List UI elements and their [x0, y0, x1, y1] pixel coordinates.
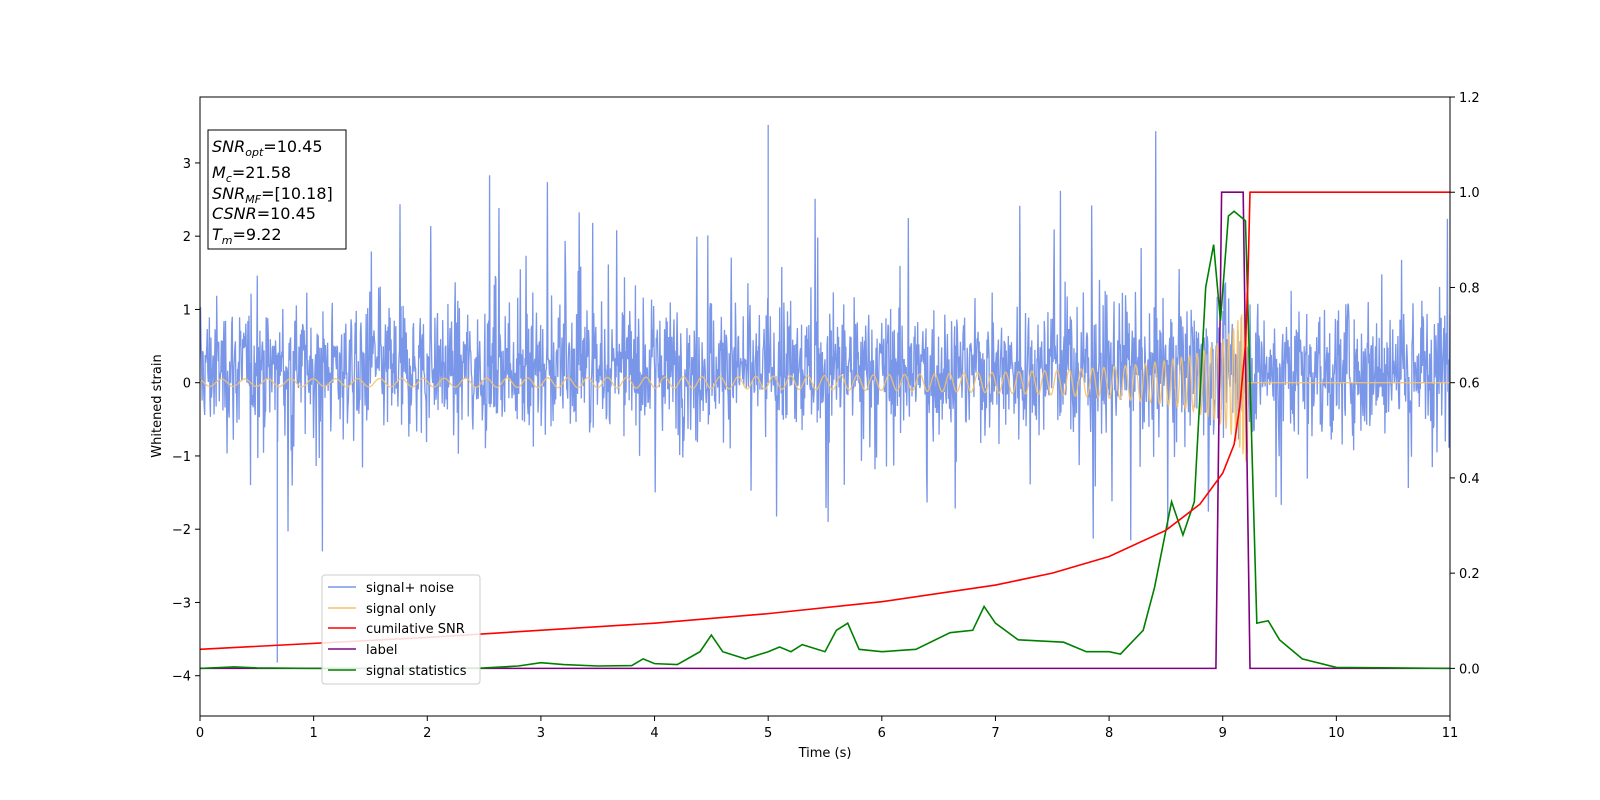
y-right-tick-label: 0.8 [1459, 281, 1480, 296]
cumulative-snr-line [200, 191, 1450, 651]
x-tick-label: 0 [196, 726, 204, 741]
signal-only-line [200, 292, 1450, 462]
x-tick-label: 5 [764, 726, 772, 741]
label-line [200, 191, 1450, 670]
x-axis-label: Time (s) [798, 746, 852, 761]
y-left-tick-label: 0 [183, 377, 191, 392]
y-axis-right: 0.0 0.2 0.4 0.6 0.8 1.0 1.2 [1450, 91, 1480, 677]
legend-label-signal-noise: signal+ noise [366, 581, 454, 596]
y-axis-left: −4 −3 −2 −1 0 1 2 3 [172, 157, 200, 685]
x-tick-label: 7 [991, 726, 999, 741]
y-left-tick-label: −4 [172, 670, 191, 685]
x-tick-label: 10 [1328, 726, 1345, 741]
y-left-tick-label: −2 [172, 523, 191, 538]
legend-frame [321, 574, 481, 685]
legend: signal+ noise signal only cumilative SNR… [321, 574, 481, 685]
info-snr-opt: SNRopt=10.45 [212, 137, 323, 159]
y-left-tick-label: 3 [183, 157, 191, 172]
x-tick-label: 8 [1105, 726, 1113, 741]
legend-label-cumulative-snr: cumilative SNR [366, 622, 465, 637]
y-right-tick-label: 1.2 [1459, 91, 1480, 106]
y-axis-label: Whitened strain [150, 354, 165, 457]
y-right-tick-label: 0.6 [1459, 377, 1480, 392]
y-right-tick-label: 0.0 [1459, 662, 1480, 677]
info-box-frame [207, 129, 347, 250]
legend-label-signal-statistics: signal statistics [366, 664, 467, 679]
info-snr-mf: SNRMF=[10.18] [212, 184, 333, 206]
x-tick-label: 6 [878, 726, 886, 741]
x-tick-label: 1 [309, 726, 317, 741]
x-tick-label: 4 [650, 726, 658, 741]
x-axis: 0 1 2 3 4 5 6 7 8 9 10 11 [196, 716, 1458, 741]
plot-area [200, 124, 1450, 670]
x-tick-label: 2 [423, 726, 431, 741]
y-right-tick-label: 0.2 [1459, 567, 1480, 582]
info-tm: Tm=9.22 [212, 225, 282, 247]
y-right-tick-label: 1.0 [1459, 186, 1480, 201]
plot-frame [199, 96, 1451, 717]
y-left-tick-label: −3 [172, 596, 191, 611]
series-signal-only [200, 292, 1450, 462]
info-csnr: CSNR=10.45 [212, 204, 316, 223]
x-tick-label: 3 [537, 726, 545, 741]
right-axis-series [200, 191, 1450, 670]
info-box: SNRopt=10.45 Mc=21.58 SNRMF=[10.18] CSNR… [207, 129, 347, 250]
x-tick-label: 11 [1442, 726, 1459, 741]
y-left-tick-label: 1 [183, 303, 191, 318]
x-tick-label: 9 [1219, 726, 1227, 741]
legend-label-label: label [366, 643, 397, 658]
y-left-tick-label: −1 [172, 450, 191, 465]
legend-label-signal-only: signal only [366, 602, 436, 617]
signal-statistics-line [200, 210, 1450, 670]
y-right-tick-label: 0.4 [1459, 472, 1480, 487]
y-left-tick-label: 2 [183, 230, 191, 245]
info-mc: Mc=21.58 [212, 163, 291, 185]
